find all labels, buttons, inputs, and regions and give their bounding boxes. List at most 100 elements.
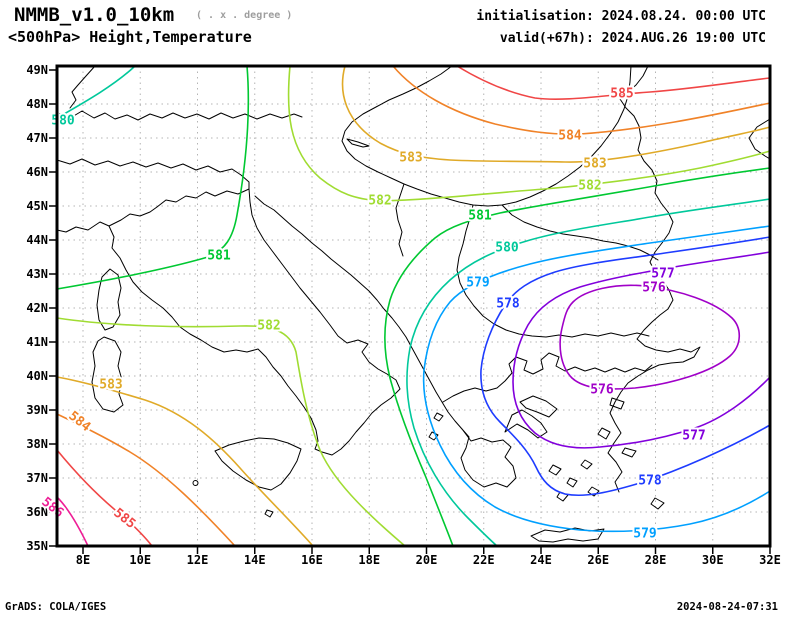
contour-582-west: [56, 317, 406, 547]
contour-value-label: 577: [651, 267, 674, 282]
lon-tick-label: 24E: [530, 553, 552, 567]
contour-value-label: 579: [466, 276, 489, 291]
lat-tick-label: 39N: [26, 403, 48, 417]
lat-tick-label: 35N: [26, 539, 48, 553]
coast-north-italy: [56, 188, 250, 233]
border-carpathian-loop: [341, 65, 632, 207]
contour-581-east: [384, 167, 771, 547]
initialisation-time: initialisation: 2024.08.24. 00:00 UTC: [476, 9, 766, 24]
contour-value-label: 581: [468, 209, 492, 224]
lat-tick-label: 40N: [26, 369, 48, 383]
coast-sardinia: [91, 336, 124, 413]
lat-tick-label: 48N: [26, 97, 48, 111]
border-serbia-bulgaria: [456, 204, 650, 338]
border-alps: [56, 110, 303, 121]
contour-value-label: 584: [66, 409, 94, 435]
lat-tick-label: 43N: [26, 267, 48, 281]
contour-581-northwest: [56, 65, 250, 290]
coast-sicily: [214, 437, 302, 491]
contour-labels: 5805815825835845855865825835855845835825…: [37, 85, 708, 544]
axis-ticks: [49, 69, 771, 554]
border-south-alps: [56, 158, 250, 190]
contour-583-southwest: [56, 376, 314, 547]
contour-value-label: 581: [207, 249, 231, 264]
contour-585-southwest: [56, 449, 153, 547]
island-crete: [530, 527, 605, 543]
contour-value-label: 578: [638, 474, 662, 489]
lat-axis-labels: 49N 48N 47N 46N 45N 44N 43N 42N 41N 40N 39N 38N 37N 3…: [26, 63, 48, 553]
coast-crimea-edge: [748, 118, 771, 160]
contour-value-label: 582: [578, 179, 601, 194]
contour-value-label: 579: [633, 527, 656, 542]
coast-corsica: [96, 268, 122, 331]
coast-dalmatia: [254, 195, 463, 430]
coast-attica: [504, 409, 548, 439]
lat-tick-label: 49N: [26, 63, 48, 77]
lake-balaton: [346, 138, 370, 148]
coast-blacksea-marmara-wturkey: [607, 65, 701, 493]
lon-tick-label: 8E: [76, 553, 90, 567]
field-title: <500hPa> Height,Temperature: [8, 28, 252, 46]
contour-value-label: 583: [99, 378, 122, 393]
lon-tick-label: 10E: [129, 553, 151, 567]
contour-585-north: [456, 65, 771, 100]
lon-tick-label: 32E: [759, 553, 781, 567]
contour-580-northwest: [56, 65, 136, 119]
grid: [57, 66, 770, 546]
island-euboea: [519, 395, 558, 418]
height-contours: [56, 65, 771, 547]
contour-value-label: 584: [558, 129, 582, 144]
contour-584-southwest: [56, 413, 236, 547]
lat-tick-label: 42N: [26, 301, 48, 315]
lon-tick-label: 22E: [473, 553, 495, 567]
contour-582-north: [287, 65, 771, 202]
border-danube: [501, 204, 659, 261]
lon-tick-label: 16E: [301, 553, 323, 567]
coast-nw-corner: [69, 65, 96, 109]
coastlines-and-borders: [56, 65, 771, 543]
contour-value-label: 583: [583, 157, 606, 172]
lon-tick-label: 18E: [358, 553, 380, 567]
contour-586-southwest: [56, 496, 89, 547]
lon-axis-labels: 8E 10E 12E 14E 16E 18E 20E 22E 24E 26E 28E 30E 32E: [76, 553, 781, 567]
contour-578-arc: [480, 236, 771, 497]
contour-value-label: 578: [496, 297, 520, 312]
map-frame: [55, 64, 772, 548]
lon-tick-label: 26E: [587, 553, 609, 567]
grads-credit: GrADS: COLA/IGES: [5, 601, 106, 613]
contour-value-label: 577: [682, 429, 705, 444]
contour-value-label: 583: [399, 151, 422, 166]
grid-resolution-note: ( . x . degree ): [196, 10, 292, 21]
contour-value-label: 582: [257, 319, 280, 334]
coast-italy-peninsula: [108, 188, 401, 456]
lat-tick-label: 36N: [26, 505, 48, 519]
lon-tick-label: 20E: [416, 553, 438, 567]
lon-tick-label: 28E: [645, 553, 667, 567]
contour-580-east: [406, 198, 771, 547]
aegean-islands: [428, 397, 665, 510]
valid-time: valid(+67h): 2024.AUG.26 19:00 UTC: [500, 31, 766, 46]
contour-value-label: 585: [610, 87, 633, 102]
lat-tick-label: 46N: [26, 165, 48, 179]
contour-value-label: 580: [495, 241, 519, 256]
lat-tick-label: 47N: [26, 131, 48, 145]
contour-584-north: [392, 65, 771, 135]
contour-579-arc: [422, 225, 771, 533]
lat-tick-label: 37N: [26, 471, 48, 485]
coast-peloponnese: [460, 428, 517, 488]
contour-577-arc: [512, 251, 771, 449]
creation-timestamp: 2024-08-24-07:31: [677, 601, 778, 613]
lat-tick-label: 38N: [26, 437, 48, 451]
lon-tick-label: 12E: [187, 553, 209, 567]
island-malta: [264, 509, 274, 518]
contour-value-label: 576: [642, 281, 666, 296]
lon-tick-label: 14E: [244, 553, 266, 567]
contour-576-closed-low: [559, 284, 741, 390]
contour-value-label: 580: [51, 114, 75, 129]
lon-tick-label: 30E: [702, 553, 724, 567]
lat-tick-label: 44N: [26, 233, 48, 247]
contour-value-label: 582: [368, 194, 391, 209]
contour-value-label: 576: [590, 383, 614, 398]
